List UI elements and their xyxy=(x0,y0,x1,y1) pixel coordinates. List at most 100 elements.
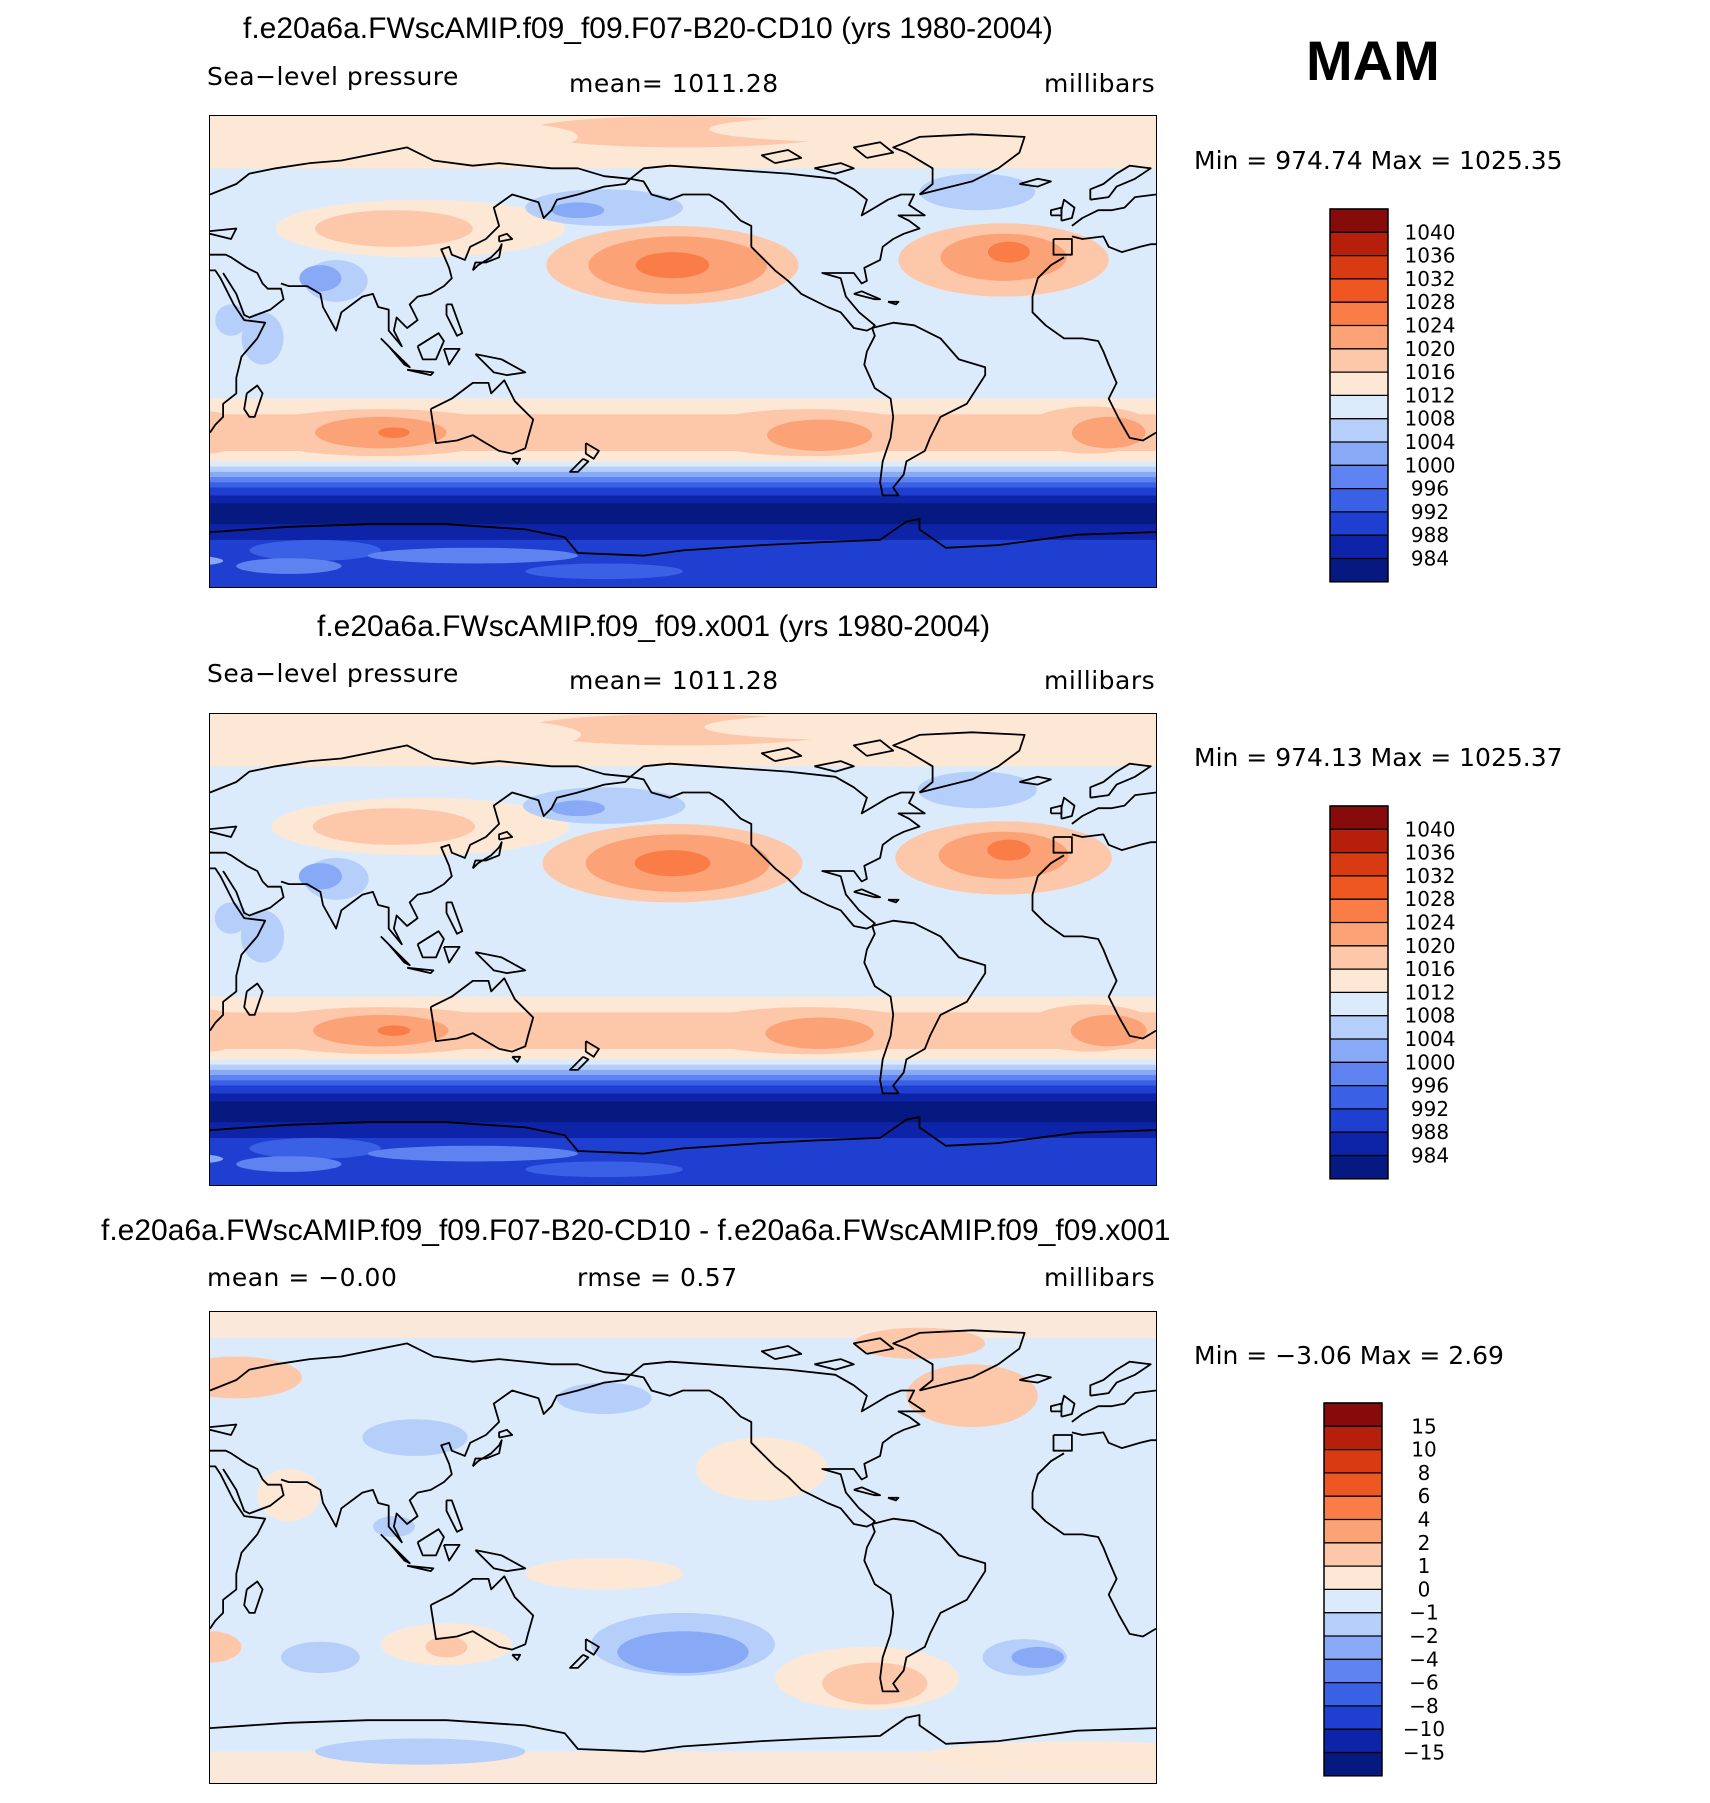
difference-cell xyxy=(556,1382,652,1415)
coastline xyxy=(210,867,267,1032)
pressure-cell xyxy=(377,1025,411,1036)
coastline xyxy=(1089,1360,1152,1397)
pressure-band xyxy=(210,1069,1156,1076)
coastline xyxy=(569,1653,590,1669)
colorbar-box xyxy=(1330,1085,1388,1110)
coastline xyxy=(863,321,987,497)
coastline xyxy=(511,457,522,465)
coastline xyxy=(892,1329,1026,1392)
panel3-title: f.e20a6a.FWscAMIP.f09_f09.F07-B20-CD10 -… xyxy=(101,1214,1171,1247)
pressure-cell xyxy=(249,539,381,561)
coastline xyxy=(380,935,411,967)
coastline xyxy=(210,146,632,348)
colorbar-label: 8 xyxy=(1418,1461,1431,1485)
coastlines xyxy=(210,731,1156,1155)
coastline xyxy=(1031,1452,1156,1638)
pressure-band xyxy=(210,1080,1156,1087)
colorbar-box xyxy=(1324,1519,1382,1544)
coastline xyxy=(1050,804,1063,815)
coastline xyxy=(863,1517,987,1693)
colorbar-box xyxy=(1330,1062,1388,1086)
colorbar-box xyxy=(1330,488,1388,513)
coastline xyxy=(210,1423,238,1436)
pressure-band xyxy=(210,477,1156,483)
colorbar-box xyxy=(1324,1612,1382,1637)
panel1-title: f.e20a6a.FWscAMIP.f09_f09.F07-B20-CD10 (… xyxy=(243,12,1053,45)
coastline xyxy=(243,384,264,418)
coastline xyxy=(210,1714,1156,1753)
difference-cell xyxy=(210,1631,242,1663)
colorbar-label: 984 xyxy=(1411,547,1449,571)
colorbar-box xyxy=(1330,278,1388,303)
coastline xyxy=(852,141,895,159)
colorbar-box xyxy=(1324,1403,1382,1427)
coastline xyxy=(443,1543,461,1562)
map-field xyxy=(210,116,1156,587)
coastline xyxy=(474,1549,527,1573)
coastline xyxy=(243,1580,264,1614)
panel2-colorbar-svg: 1040103610321028102410201016101210081004… xyxy=(1329,805,1456,1180)
pressure-cell xyxy=(298,863,343,890)
colorbar-label: 1028 xyxy=(1405,290,1456,314)
coastline xyxy=(1071,1431,1156,1450)
pressure-band xyxy=(210,996,1156,1013)
colorbar-label: −10 xyxy=(1403,1717,1445,1741)
coastline xyxy=(210,744,632,946)
pressure-cell xyxy=(236,1156,342,1172)
pressure-cell xyxy=(634,850,711,877)
coastline xyxy=(498,1428,514,1439)
colorbar-label: −15 xyxy=(1403,1741,1445,1765)
coastline xyxy=(429,977,535,1053)
pressure-band xyxy=(210,1085,1156,1094)
colorbar-label: 1040 xyxy=(1405,817,1456,841)
coastline xyxy=(380,337,411,369)
coastline xyxy=(210,269,267,434)
colorbar-label: 1008 xyxy=(1405,407,1456,431)
colorbar-box xyxy=(1330,829,1388,853)
coastline xyxy=(210,518,1156,557)
pressure-cell xyxy=(249,1137,381,1159)
colorbar-box xyxy=(1324,1566,1382,1590)
colorbar-box xyxy=(1330,992,1388,1017)
difference-cell xyxy=(696,1437,828,1501)
colorbar-box xyxy=(1330,465,1388,489)
coastline xyxy=(853,290,881,301)
coastline xyxy=(416,930,445,959)
pressure-band xyxy=(210,1059,1156,1066)
coastline xyxy=(429,379,535,455)
coastline xyxy=(1089,762,1152,799)
coastline xyxy=(629,1360,926,1528)
coastline xyxy=(1052,238,1073,256)
panel1-variable: Sea−level pressure xyxy=(207,62,459,91)
panel3-minmax: Min = −3.06 Max = 2.69 xyxy=(1194,1341,1504,1370)
pressure-band xyxy=(210,466,1156,473)
coastline xyxy=(584,1638,600,1656)
pressure-cell xyxy=(709,116,1025,143)
colorbar-label: 996 xyxy=(1411,477,1449,501)
map-field xyxy=(210,1312,1156,1783)
panel3-map-svg xyxy=(210,1312,1156,1783)
pressure-band xyxy=(210,461,1156,468)
colorbar-box xyxy=(1330,348,1388,373)
colorbar-label: 1012 xyxy=(1405,980,1456,1004)
coastline xyxy=(760,149,803,164)
pressure-band xyxy=(210,1122,1156,1139)
coastline xyxy=(406,966,435,975)
colorbar-box xyxy=(1330,255,1388,280)
coastline xyxy=(243,982,264,1016)
colorbar-label: 1000 xyxy=(1405,1050,1456,1074)
colorbar-box xyxy=(1324,1752,1382,1777)
coastline xyxy=(1031,854,1156,1040)
coastline xyxy=(853,888,881,899)
colorbar-box xyxy=(1330,899,1388,923)
colorbar-label: 1036 xyxy=(1405,244,1456,268)
colorbar-label: 984 xyxy=(1411,1144,1449,1168)
pressure-cell xyxy=(704,714,1030,741)
colorbar-box xyxy=(1330,395,1388,420)
panel1-map xyxy=(209,115,1157,588)
pressure-cell xyxy=(378,427,410,438)
colorbar-label: 6 xyxy=(1418,1484,1431,1508)
colorbar-box xyxy=(1330,302,1388,326)
panel2-mean: mean= 1011.28 xyxy=(569,666,779,695)
